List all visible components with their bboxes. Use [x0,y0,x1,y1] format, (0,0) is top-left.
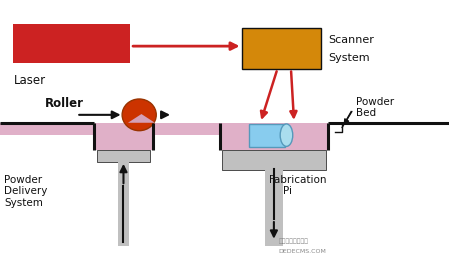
Text: Delivery: Delivery [4,186,48,196]
Bar [13,24,130,63]
Text: DEDECMS.COM: DEDECMS.COM [278,249,326,254]
Bar [249,124,285,147]
Text: 织梦内容管理系统: 织梦内容管理系统 [278,239,308,244]
Bar [242,28,321,69]
Text: Powder: Powder [4,175,43,185]
Polygon shape [128,114,155,123]
Text: System: System [328,53,370,63]
Bar [220,123,328,150]
Text: Bed: Bed [356,108,376,118]
Bar [0,123,94,135]
Bar [222,150,326,170]
Text: Pi: Pi [283,186,292,196]
Ellipse shape [122,99,156,131]
Text: Fabrication: Fabrication [269,175,327,185]
Text: Scanner: Scanner [328,35,374,45]
Bar [118,162,129,246]
Bar [153,123,220,135]
Text: Laser: Laser [13,74,46,87]
Text: System: System [4,198,44,208]
Text: Powder: Powder [356,97,394,107]
Bar [97,150,150,162]
Text: Roller: Roller [45,97,84,110]
Bar [265,170,283,246]
Bar [94,123,153,150]
Ellipse shape [280,124,293,146]
